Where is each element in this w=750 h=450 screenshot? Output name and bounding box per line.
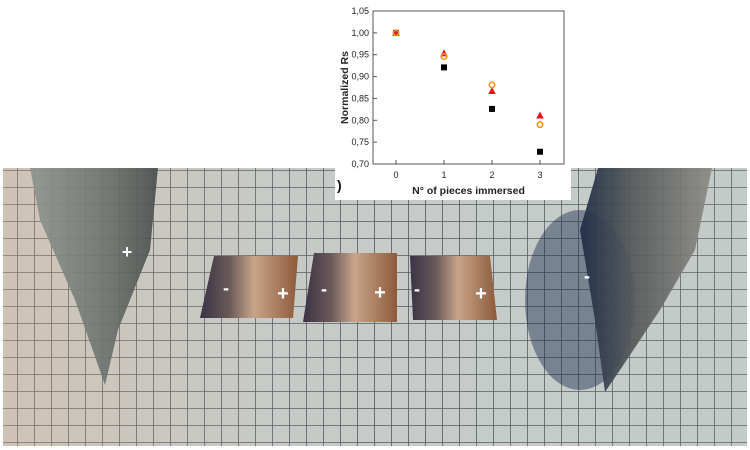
data-point-circle	[488, 81, 496, 89]
data-point-square	[441, 64, 447, 71]
electrode-left-label: +	[122, 242, 133, 262]
copper-piece-2: - +	[303, 253, 397, 322]
plot-frame	[372, 10, 565, 165]
piece-2-minus: -	[321, 279, 327, 299]
data-point-triangle	[488, 86, 496, 94]
piece-2-plus: +	[374, 282, 386, 304]
data-point-circle	[440, 52, 448, 60]
electrode-right-label: -	[584, 266, 590, 286]
copper-piece-1: - +	[200, 256, 298, 318]
data-point-square	[537, 148, 543, 155]
x-tick-label: 3	[537, 170, 542, 180]
y-tick-label: 0,95	[351, 50, 369, 60]
copper-piece-3: - +	[410, 256, 497, 320]
y-tick-label: 0,85	[351, 93, 369, 103]
y-tick-label: 0,75	[351, 137, 369, 147]
x-tick-label: 0	[393, 170, 398, 180]
x-tick-label: 1	[441, 170, 446, 180]
electrode-right: -	[580, 168, 712, 392]
panel-label: )	[337, 177, 342, 193]
data-point-circle	[392, 29, 400, 37]
x-tick-label: 2	[489, 170, 494, 180]
y-axis-label: Normalized Rs	[339, 51, 351, 124]
piece-1-minus: -	[223, 278, 229, 298]
y-tick-label: 0,90	[351, 72, 369, 82]
electrode-left: +	[30, 168, 158, 385]
data-point-square	[489, 105, 495, 112]
data-point-triangle	[536, 111, 544, 119]
y-tick-label: 0,80	[351, 115, 369, 125]
piece-3-plus: +	[475, 283, 487, 305]
y-tick-label: 0,70	[351, 159, 369, 169]
y-tick-label: 1,00	[351, 28, 369, 38]
piece-1-plus: +	[277, 283, 289, 305]
data-point-circle	[536, 121, 544, 129]
y-tick-label: 1,05	[351, 6, 369, 16]
piece-3-minus: -	[414, 279, 420, 299]
x-axis-label: N° of pieces immersed	[412, 185, 525, 197]
